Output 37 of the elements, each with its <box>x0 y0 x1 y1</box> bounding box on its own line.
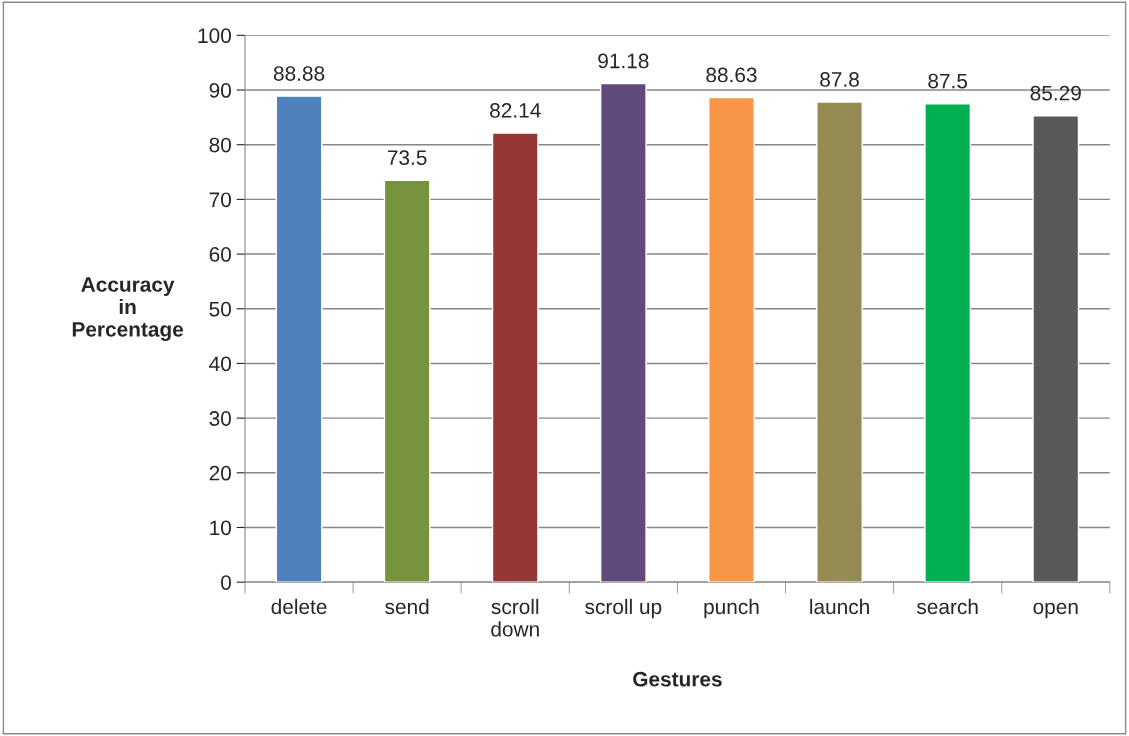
bar <box>1032 115 1080 583</box>
x-tick-label: delete <box>271 598 327 615</box>
data-label: 82.14 <box>490 103 541 118</box>
y-tick-label: 60 <box>209 247 231 262</box>
bar <box>491 132 539 583</box>
bar <box>599 82 647 583</box>
data-label: 85.29 <box>1030 85 1081 101</box>
data-label: 88.88 <box>273 66 325 81</box>
x-axis-title: Gestures <box>633 671 722 687</box>
data-label: 87.8 <box>820 72 859 87</box>
y-tick-label: 30 <box>209 411 231 426</box>
y-tick-label: 10 <box>210 520 231 536</box>
bar <box>383 179 431 583</box>
y-tick-label: 100 <box>198 28 231 44</box>
y-axis-title: Accuracy in Percentage <box>72 277 184 341</box>
bar <box>924 102 972 583</box>
y-tick-label: 0 <box>221 575 231 590</box>
x-tick-label: search <box>916 598 978 615</box>
y-tick-label: 80 <box>209 137 231 153</box>
bar <box>816 101 863 583</box>
y-tick-label: 20 <box>209 465 231 481</box>
x-tick-label: open <box>1033 602 1078 619</box>
data-label: 91.18 <box>598 53 649 69</box>
x-tick-label: launch <box>810 598 869 615</box>
x-tick-label: punch <box>704 598 759 619</box>
data-label: 88.63 <box>706 67 757 83</box>
bar <box>708 96 755 583</box>
y-tick-label: 40 <box>209 356 231 372</box>
x-tick-label: scroll up <box>585 598 662 619</box>
x-tick-label: scroll down <box>491 598 539 637</box>
data-label: 87.5 <box>928 73 968 89</box>
y-tick-label: 70 <box>209 192 231 208</box>
y-tick-label: 50 <box>209 301 231 317</box>
y-tick-label: 90 <box>209 83 231 98</box>
bar <box>275 95 323 583</box>
data-label: 73.5 <box>387 150 427 166</box>
x-tick-label: send <box>385 598 429 615</box>
